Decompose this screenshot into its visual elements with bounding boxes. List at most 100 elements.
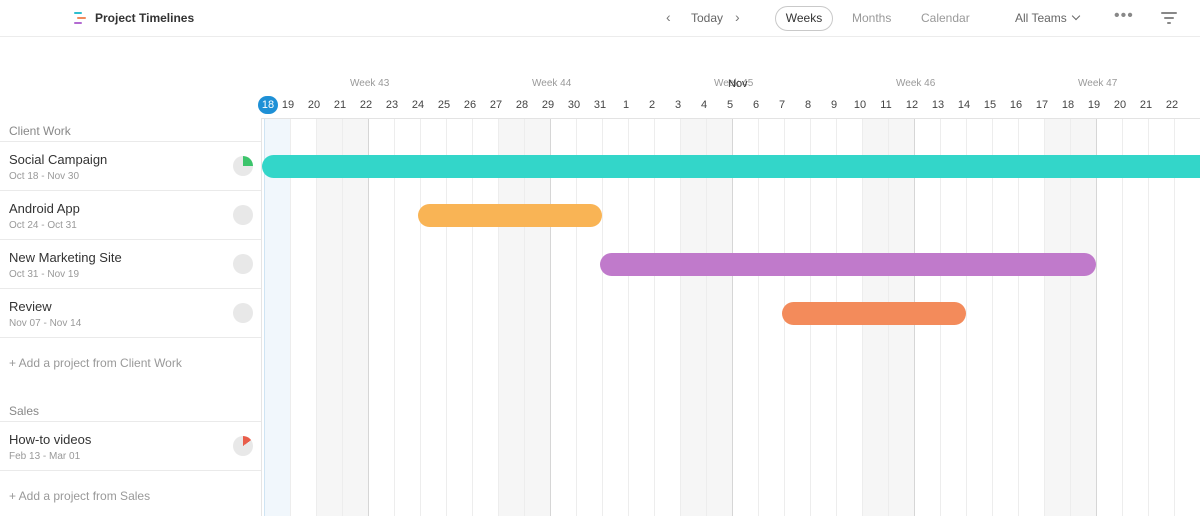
day-column <box>576 119 602 516</box>
day-column <box>342 119 368 516</box>
day-column <box>966 119 992 516</box>
day-label: 22 <box>359 99 373 111</box>
day-label: 27 <box>489 99 503 111</box>
day-column <box>420 119 446 516</box>
week-label: Week 46 <box>896 78 936 89</box>
day-column <box>264 119 290 516</box>
week-label: Week 45 <box>714 78 754 89</box>
project-dates: Nov 07 - Nov 14 <box>9 318 82 329</box>
timeline-grid <box>262 118 1200 516</box>
day-label: 9 <box>830 99 838 111</box>
day-label: 17 <box>1035 99 1049 111</box>
day-column <box>654 119 680 516</box>
day-label: 23 <box>385 99 399 111</box>
day-label: 5 <box>726 99 734 111</box>
view-weeks-button[interactable]: Weeks <box>775 6 833 31</box>
week-label: Week 44 <box>532 78 572 89</box>
timeline-header: Week 43 Week 44 Week 45 Week 46 Week 47 Nov 18… <box>258 37 1200 118</box>
day-column <box>446 119 472 516</box>
team-filter-label: All Teams <box>1015 11 1067 25</box>
project-row[interactable]: Android App Oct 24 - Oct 31 <box>0 190 261 239</box>
top-bar: Project Timelines ‹ Today › Weeks Months… <box>0 0 1200 37</box>
project-row[interactable]: Review Nov 07 - Nov 14 <box>0 288 261 337</box>
day-column <box>992 119 1018 516</box>
day-label: 26 <box>463 99 477 111</box>
today-day-badge: 18 <box>258 96 278 114</box>
team-filter-dropdown[interactable]: All Teams <box>1015 11 1081 25</box>
add-project-link[interactable]: + Add a project from Client Work <box>9 356 182 370</box>
project-bar[interactable] <box>782 302 966 325</box>
project-name: How-to videos <box>9 432 92 447</box>
day-label: 16 <box>1009 99 1023 111</box>
progress-pie-icon <box>233 303 253 323</box>
project-name: Social Campaign <box>9 152 108 167</box>
day-label: 7 <box>778 99 786 111</box>
day-label: 22 <box>1165 99 1179 111</box>
more-icon[interactable]: ••• <box>1114 7 1134 24</box>
day-label: 2 <box>648 99 656 111</box>
day-label: 20 <box>1113 99 1127 111</box>
day-label: 28 <box>515 99 529 111</box>
day-column <box>316 119 342 516</box>
day-column <box>706 119 732 516</box>
day-label: 3 <box>674 99 682 111</box>
filter-icon[interactable] <box>1161 12 1177 24</box>
view-calendar-button[interactable]: Calendar <box>921 11 970 25</box>
project-dates: Oct 31 - Nov 19 <box>9 269 80 280</box>
day-column <box>602 119 628 516</box>
project-dates: Oct 24 - Oct 31 <box>9 220 77 231</box>
day-column <box>628 119 654 516</box>
day-label: 14 <box>957 99 971 111</box>
project-bar[interactable] <box>600 253 1096 276</box>
day-column <box>368 119 394 516</box>
view-months-button[interactable]: Months <box>852 11 892 25</box>
progress-pie-icon <box>233 436 253 456</box>
day-label: 30 <box>567 99 581 111</box>
day-label: 8 <box>804 99 812 111</box>
day-label: 21 <box>333 99 347 111</box>
month-label: Nov <box>728 78 748 90</box>
day-label: 11 <box>880 99 892 111</box>
project-bar[interactable] <box>262 155 1200 178</box>
project-row[interactable]: New Marketing Site Oct 31 - Nov 19 <box>0 239 261 288</box>
day-column <box>1174 119 1200 516</box>
day-label: 6 <box>752 99 760 111</box>
row-divider <box>0 470 261 471</box>
week-label: Week 43 <box>350 78 390 89</box>
day-column <box>1148 119 1174 516</box>
progress-pie-icon <box>233 156 253 176</box>
day-column <box>732 119 758 516</box>
project-dates: Feb 13 - Mar 01 <box>9 451 81 462</box>
day-label: 18 <box>1061 99 1075 111</box>
project-row[interactable]: How-to videos Feb 13 - Mar 01 <box>0 421 261 470</box>
day-column <box>1096 119 1122 516</box>
project-sidebar: Client Work Social Campaign Oct 18 - Nov 3… <box>0 118 262 516</box>
day-label: 31 <box>593 99 607 111</box>
day-label: 1 <box>622 99 630 111</box>
project-bar[interactable] <box>418 204 602 227</box>
day-label: 25 <box>437 99 451 111</box>
project-name: Android App <box>9 201 80 216</box>
day-label: 21 <box>1139 99 1153 111</box>
progress-pie-icon <box>233 254 253 274</box>
day-label: 19 <box>281 99 295 111</box>
chevron-left-icon[interactable]: ‹ <box>666 9 671 25</box>
day-column <box>1018 119 1044 516</box>
day-label: 20 <box>307 99 321 111</box>
day-label: 19 <box>1087 99 1101 111</box>
day-column <box>1070 119 1096 516</box>
day-label: 29 <box>541 99 555 111</box>
add-project-link[interactable]: + Add a project from Sales <box>9 489 151 503</box>
project-row[interactable]: Social Campaign Oct 18 - Nov 30 <box>0 141 261 190</box>
today-button[interactable]: Today <box>691 11 724 25</box>
day-column <box>1122 119 1148 516</box>
day-label: 12 <box>905 99 919 111</box>
day-label: 15 <box>983 99 997 111</box>
app-title: Project Timelines <box>95 11 195 25</box>
day-column <box>680 119 706 516</box>
day-column <box>498 119 524 516</box>
day-column <box>472 119 498 516</box>
chevron-right-icon[interactable]: › <box>735 9 740 25</box>
day-label: 24 <box>411 99 425 111</box>
timeline-logo-icon <box>74 11 86 25</box>
